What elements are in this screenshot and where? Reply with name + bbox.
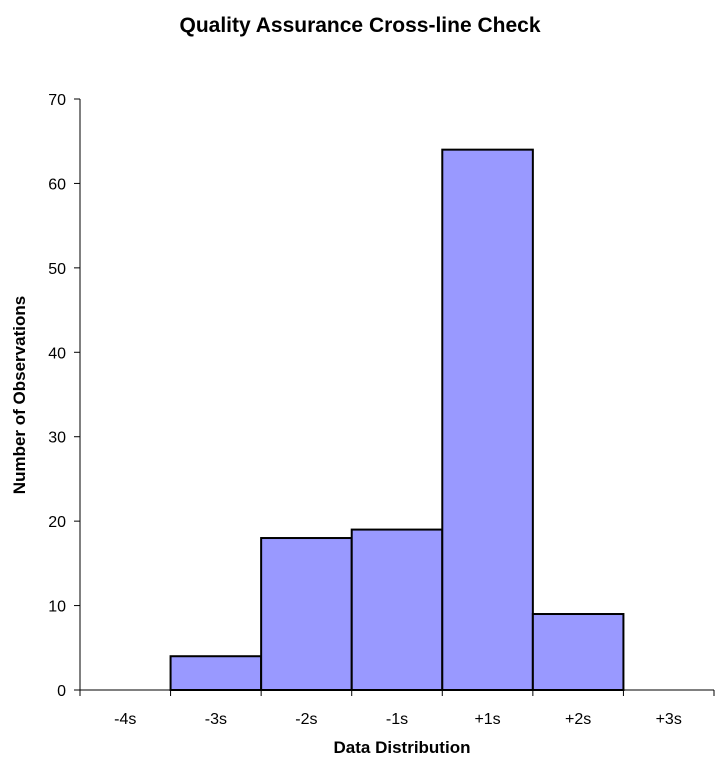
- bar--3s: [169, 655, 263, 692]
- bar--1s: [350, 528, 444, 691]
- x-ticks-group: -4s -3s -2s -1s +1s +2s +3s: [79, 690, 715, 728]
- x-tick-label--2s: -2s: [295, 711, 317, 728]
- y-tick-label: 10: [48, 599, 66, 616]
- chart-title: Quality Assurance Cross-line Check: [179, 14, 540, 37]
- bars-group: [169, 148, 625, 692]
- y-tick-label: 20: [48, 514, 66, 531]
- y-axis-title: Number of Observations: [10, 296, 29, 494]
- x-tick-label--3s: -3s: [205, 711, 227, 728]
- y-tick-label: 50: [48, 261, 66, 278]
- x-tick-label-+1s: +1s: [474, 711, 500, 728]
- y-tick-label: 30: [48, 430, 66, 447]
- x-tick-label--4s: -4s: [114, 711, 136, 728]
- x-tick-label--1s: -1s: [386, 711, 408, 728]
- y-ticks-group: 0 10 20 30 40 50 60 70: [48, 92, 80, 700]
- bar-+2s: [531, 613, 625, 691]
- bar-+1s: [441, 148, 534, 691]
- x-tick-label-+2s: +2s: [565, 711, 591, 728]
- x-tick-label-+3s: +3s: [656, 711, 682, 728]
- y-tick-label: 60: [48, 176, 66, 193]
- y-tick-label: 0: [57, 683, 66, 700]
- axes-group: [79, 99, 714, 691]
- x-axis-title: Data Distribution: [334, 738, 471, 757]
- y-tick-label: 70: [48, 92, 66, 109]
- bar--2s: [260, 537, 353, 691]
- y-tick-label: 40: [48, 345, 66, 362]
